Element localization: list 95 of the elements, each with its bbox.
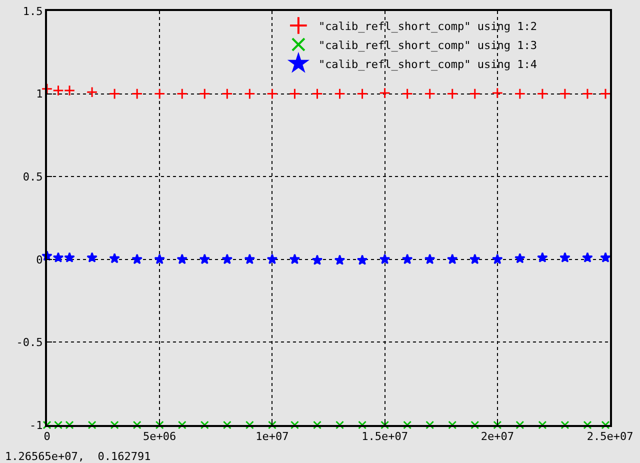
x-tick-label: 1e+07 <box>256 430 289 444</box>
y-tick-label: 1.5 <box>22 4 43 18</box>
point <box>493 420 502 430</box>
point <box>583 420 592 430</box>
point <box>199 254 210 264</box>
point <box>536 88 548 100</box>
point <box>560 420 570 430</box>
point <box>222 420 232 430</box>
legend-label: "calib_refl_short_comp" using 1:4 <box>318 58 538 71</box>
point <box>492 87 504 99</box>
point <box>155 420 164 430</box>
y-tick-label: -0.5 <box>16 336 43 350</box>
point <box>64 84 76 96</box>
point <box>514 252 526 264</box>
point <box>222 254 233 264</box>
point <box>131 88 143 100</box>
point <box>244 254 256 264</box>
point <box>312 88 323 100</box>
legend-label: "calib_refl_short_comp" using 1:2 <box>318 20 537 33</box>
point <box>245 420 254 430</box>
point <box>132 254 142 264</box>
point <box>356 88 368 100</box>
point <box>86 252 98 262</box>
point <box>426 420 434 430</box>
point <box>514 88 526 100</box>
point <box>312 420 322 430</box>
point <box>290 420 299 430</box>
point <box>600 252 611 262</box>
point <box>86 86 98 98</box>
point <box>88 420 96 430</box>
point <box>492 254 503 264</box>
point <box>402 254 413 264</box>
point <box>178 420 186 430</box>
point <box>334 88 346 100</box>
point <box>424 88 436 100</box>
point <box>176 254 188 264</box>
point <box>582 88 594 100</box>
x-tick-label: 2.5e+07 <box>586 430 634 444</box>
point <box>52 84 64 96</box>
point <box>266 88 278 100</box>
y-tick-label: 0 <box>36 253 43 266</box>
point <box>358 420 367 430</box>
y-tick-label: 0.5 <box>22 170 43 184</box>
point <box>537 252 548 262</box>
point <box>289 88 300 100</box>
x-tick-label: 5e+06 <box>143 430 176 444</box>
point <box>52 252 64 262</box>
point <box>601 420 610 430</box>
point <box>289 254 300 264</box>
point <box>268 420 276 430</box>
y-tick-label: -1 <box>30 418 43 432</box>
point <box>41 83 53 94</box>
point <box>469 254 480 264</box>
point <box>222 88 233 100</box>
x-tick-label: 1.5e+07 <box>362 430 408 444</box>
point <box>154 88 166 100</box>
point <box>448 420 457 430</box>
point <box>109 252 120 264</box>
text: 1.26565e+07, 0.162791 <box>5 450 151 463</box>
point <box>402 88 413 100</box>
point <box>600 88 612 100</box>
point <box>380 420 390 430</box>
point <box>560 252 570 262</box>
point <box>334 254 346 265</box>
point <box>65 420 74 430</box>
x-tick-label: 2e+07 <box>480 430 514 444</box>
point <box>154 254 166 264</box>
legend-label: "calib_refl_short_comp" using 1:3 <box>318 38 537 52</box>
point <box>244 88 256 100</box>
point <box>446 88 458 100</box>
point <box>469 88 481 100</box>
point <box>108 88 120 100</box>
point <box>379 254 390 264</box>
point <box>516 420 524 430</box>
point <box>538 420 547 430</box>
point <box>559 88 571 100</box>
y-tick-label: 1 <box>36 88 43 101</box>
point <box>336 420 344 430</box>
point <box>424 254 436 264</box>
point <box>132 420 142 430</box>
point <box>266 254 278 264</box>
point <box>356 254 368 265</box>
point <box>110 420 119 430</box>
point <box>379 87 390 99</box>
point <box>176 88 188 100</box>
point <box>582 252 593 262</box>
point <box>200 420 209 430</box>
point <box>312 254 323 265</box>
point <box>42 420 52 430</box>
point <box>198 88 210 100</box>
point <box>470 420 480 430</box>
point <box>446 254 458 264</box>
point <box>403 420 412 430</box>
point <box>64 252 75 262</box>
point <box>54 420 63 430</box>
